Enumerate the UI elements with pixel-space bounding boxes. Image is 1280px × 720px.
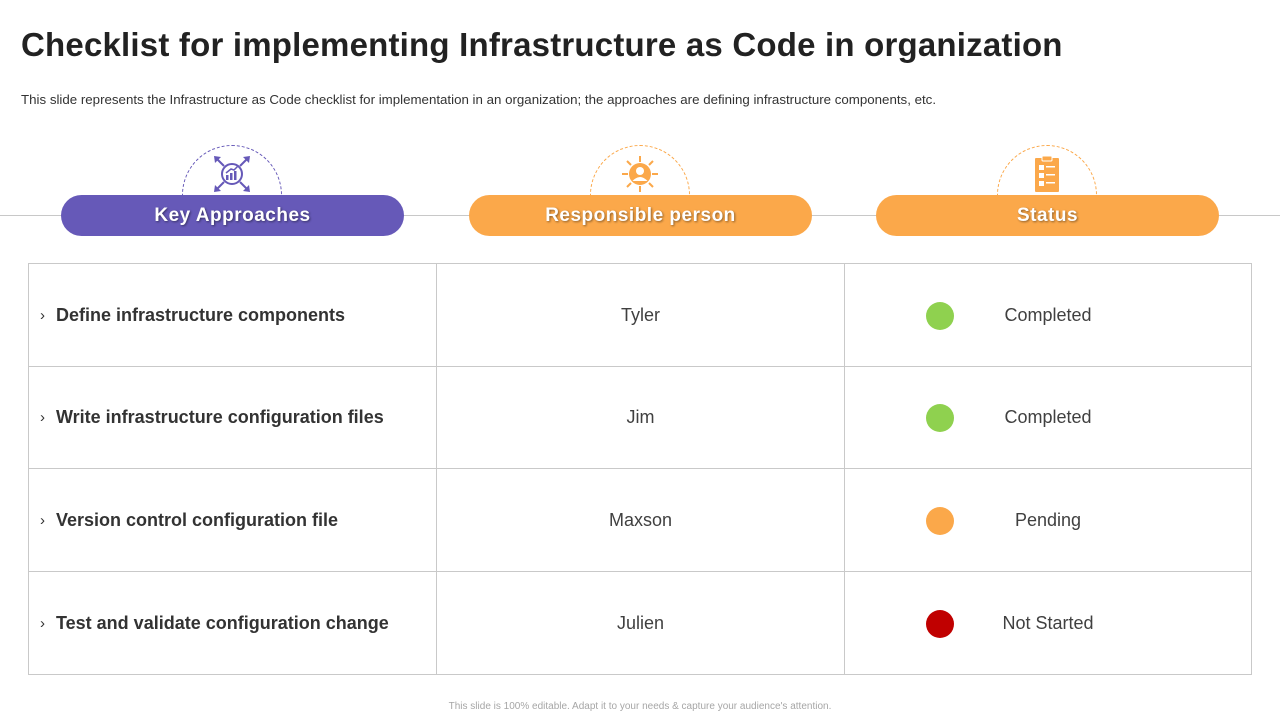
chevron-right-icon: ›: [40, 511, 45, 529]
chevron-right-icon: ›: [40, 615, 45, 632]
approach-cell: › Test and validate configuration change: [29, 572, 437, 675]
key-approaches-pill: Key Approaches: [61, 195, 404, 236]
header-responsible-person: Responsible person: [469, 140, 812, 240]
status-dot-icon: [926, 404, 954, 432]
slide-title: Checklist for implementing Infrastructur…: [21, 26, 1063, 63]
approach-text: Define infrastructure components: [56, 304, 346, 325]
checklist-table: › Define infrastructure components Tyler…: [28, 263, 1252, 675]
person-cell: Julien: [437, 572, 845, 675]
person-cell: Jim: [437, 366, 845, 468]
status-cell: Not Started: [845, 572, 1251, 675]
approach-cell: › Define infrastructure components: [29, 264, 437, 366]
table-row: › Write infrastructure configuration fil…: [29, 366, 1251, 469]
approach-cell: › Write infrastructure configuration fil…: [29, 366, 437, 468]
chevron-right-icon: ›: [40, 306, 45, 324]
status-text: Completed: [1004, 304, 1092, 325]
header-key-approaches: Key Approaches: [61, 140, 404, 240]
person-gear-icon: [620, 154, 660, 194]
table-row: › Test and validate configuration change…: [29, 572, 1251, 675]
status-text: Completed: [1004, 406, 1092, 427]
status-pill: Status: [876, 195, 1219, 236]
status-cell: Completed: [845, 366, 1251, 468]
person-cell: Tyler: [437, 264, 845, 366]
approach-cell: › Version control configuration file: [29, 469, 437, 571]
header-status: Status: [876, 140, 1219, 240]
status-cell: Pending: [845, 469, 1251, 571]
person-cell: Maxson: [437, 469, 845, 571]
status-text: Not Started: [1002, 613, 1094, 633]
status-dot-icon: [926, 507, 954, 535]
table-row: › Version control configuration file Max…: [29, 469, 1251, 572]
status-cell: Completed: [845, 264, 1251, 366]
approach-text: Version control configuration file: [56, 509, 339, 530]
growth-chart-arrows-icon: [212, 154, 252, 194]
slide-subtitle: This slide represents the Infrastructure…: [21, 92, 937, 107]
status-dot-icon: [926, 302, 954, 330]
footer-note: This slide is 100% editable. Adapt it to…: [448, 701, 832, 712]
approach-text: Test and validate configuration change: [56, 613, 389, 633]
chevron-right-icon: ›: [40, 408, 45, 426]
responsible-person-pill: Responsible person: [469, 195, 812, 236]
status-text: Pending: [1014, 509, 1082, 530]
status-dot-icon: [926, 610, 954, 638]
table-row: › Define infrastructure components Tyler…: [29, 264, 1251, 367]
clipboard-checklist-icon: [1027, 154, 1067, 194]
approach-text: Write infrastructure configuration files: [56, 406, 384, 427]
